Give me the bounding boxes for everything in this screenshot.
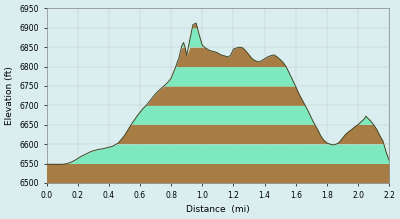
Y-axis label: Elevation (ft): Elevation (ft) — [5, 66, 14, 125]
X-axis label: Distance  (mi): Distance (mi) — [186, 205, 250, 214]
